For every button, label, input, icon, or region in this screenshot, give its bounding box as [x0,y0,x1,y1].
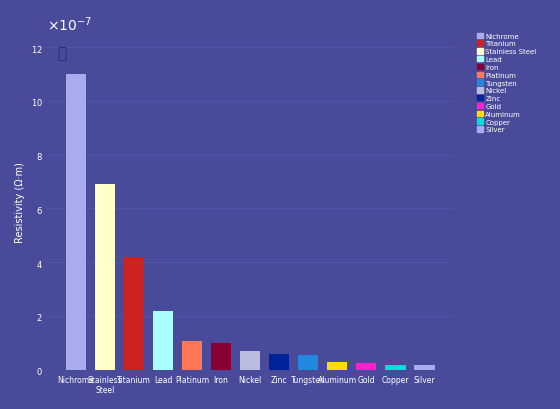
Bar [66,75,86,370]
Bar [414,366,435,370]
Bar [240,351,260,370]
Text: 🎓: 🎓 [57,46,66,61]
Bar [124,257,144,370]
Bar [182,342,202,370]
Bar [211,343,231,370]
Bar [327,362,347,370]
Bar [153,311,173,370]
Bar [356,363,376,370]
Bar [95,185,115,370]
Y-axis label: Resistivity (Ω·m): Resistivity (Ω·m) [15,162,25,243]
Legend: Nichrome, Titanium, Stainless Steel, Lead, Iron, Platinum, Tungsten, Nickel, Zin: Nichrome, Titanium, Stainless Steel, Lea… [475,31,539,135]
Bar [269,354,290,370]
Bar [385,365,405,370]
Bar [298,355,319,370]
